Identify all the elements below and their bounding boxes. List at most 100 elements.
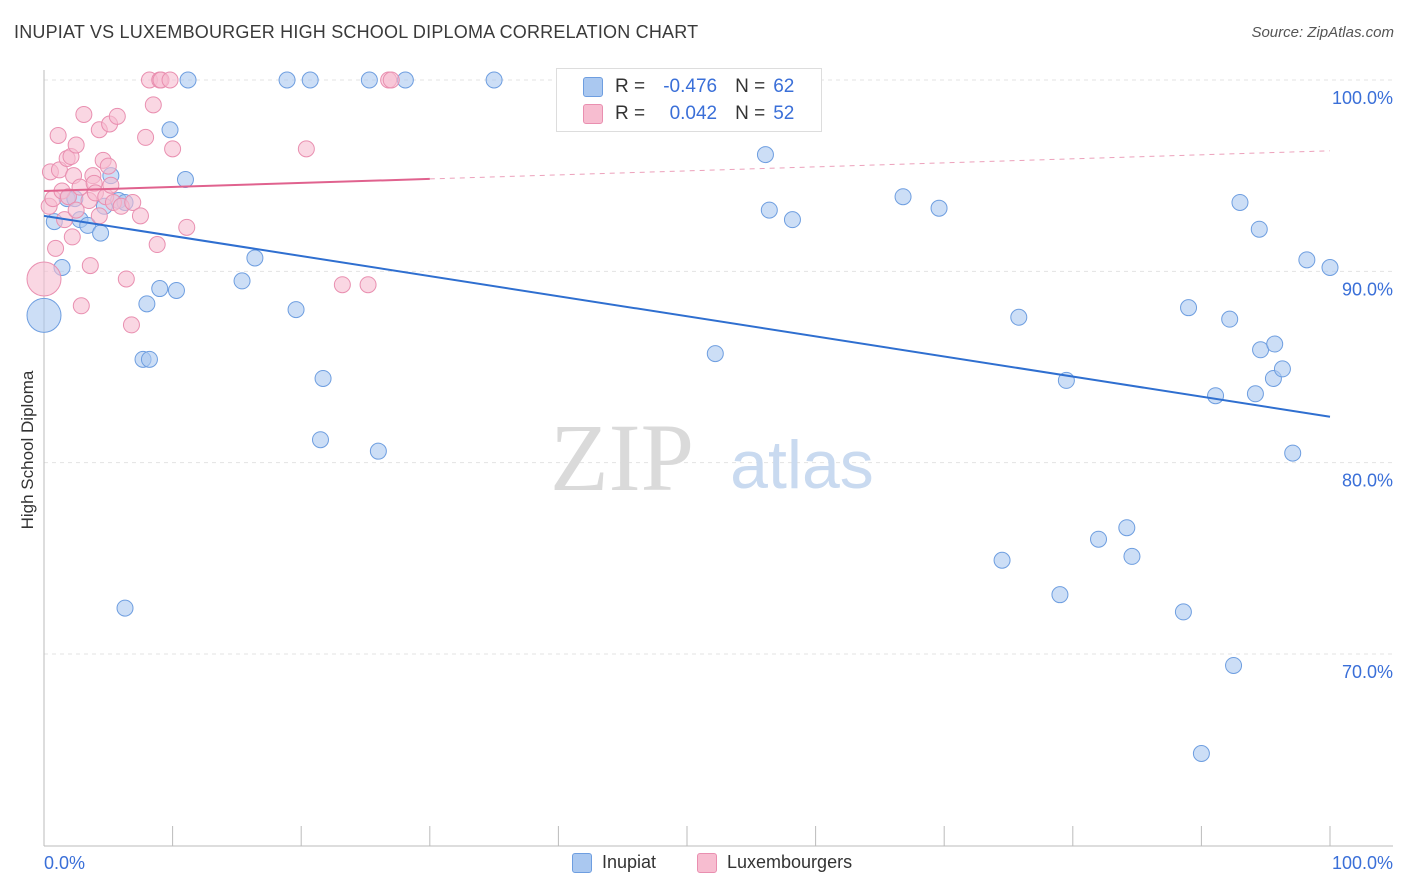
chart-title: INUPIAT VS LUXEMBOURGER HIGH SCHOOL DIPL… (14, 22, 699, 42)
y-tick-label-100: 100.0% (1332, 88, 1393, 108)
inupiat-r-label: R = (615, 76, 646, 97)
inupiat-point-7 (92, 224, 110, 242)
watermark-atlas: atlas (730, 427, 874, 503)
inupiat-point-41 (1051, 586, 1069, 604)
luxembourgers-point-15 (67, 136, 85, 154)
y-tick-labels: 70.0% 80.0% 90.0% 100.0% (1332, 88, 1393, 682)
y-tick-label-90: 90.0% (1342, 279, 1393, 299)
inupiat-point-20 (179, 71, 197, 89)
inupiat-point-36 (783, 211, 801, 229)
inupiat-point-58 (1284, 444, 1302, 462)
inupiat-swatch (583, 77, 603, 97)
lux-swatch (583, 104, 603, 124)
luxembourgers-point-25 (90, 207, 108, 225)
inupiat-point-39 (993, 551, 1011, 569)
luxembourgers-point-28 (99, 157, 117, 175)
inupiat-point-43 (1090, 530, 1108, 548)
bottom-legend-luxembourgers[interactable]: Luxembourgers (697, 852, 852, 873)
inupiat-point-0 (26, 297, 62, 333)
luxembourgers-point-50 (382, 71, 400, 89)
luxembourgers-trend-line-dashed (429, 150, 1331, 180)
inupiat-point-35 (760, 201, 778, 219)
lux-legend-swatch (697, 852, 717, 873)
inupiat-point-59 (1298, 251, 1316, 269)
x-tick-label-min: 0.0% (44, 853, 85, 873)
inupiat-point-54 (1252, 341, 1270, 359)
lux-r-value: 0.042 (669, 103, 718, 124)
inupiat-point-17 (161, 121, 179, 139)
y-tick-label-80: 80.0% (1342, 471, 1393, 491)
inupiat-point-38 (930, 199, 948, 217)
inupiat-point-26 (311, 431, 329, 449)
luxembourgers-point-48 (359, 276, 377, 294)
watermark: ZIP atlas (550, 404, 874, 511)
inupiat-point-28 (360, 71, 378, 89)
luxembourgers-point-44 (164, 140, 182, 158)
luxembourgers-point-14 (67, 201, 85, 219)
inupiat-point-45 (1123, 547, 1141, 565)
luxembourgers-point-51 (102, 176, 120, 194)
luxembourgers-point-35 (124, 193, 142, 211)
luxembourgers-point-37 (137, 128, 155, 146)
inupiat-point-27 (314, 369, 332, 387)
luxembourgers-point-46 (297, 140, 315, 158)
inupiat-point-51 (1225, 656, 1243, 674)
luxembourgers-point-31 (108, 107, 126, 125)
lux-legend-label: Luxembourgers (727, 852, 853, 872)
inupiat-point-61 (1250, 220, 1268, 238)
inupiat-point-40 (1010, 308, 1028, 326)
inupiat-point-19 (176, 170, 194, 188)
inupiat-point-18 (167, 281, 185, 299)
luxembourgers-point-12 (63, 228, 81, 246)
inupiat-point-33 (706, 345, 724, 363)
inupiat-point-15 (140, 350, 158, 368)
inupiat-n-label: N = (735, 76, 766, 97)
y-tick-label-70: 70.0% (1342, 662, 1393, 682)
legend-row-luxembourgers: R = 0.042 N = 52 (583, 102, 794, 126)
luxembourgers-point-4 (47, 239, 65, 257)
x-tick-labels: 0.0% 100.0% (44, 853, 1393, 873)
luxembourgers-point-39 (144, 96, 162, 114)
inupiat-point-23 (278, 71, 296, 89)
inupiat-point-34 (756, 146, 774, 164)
inupiat-point-21 (233, 272, 251, 290)
luxembourgers-point-43 (161, 71, 179, 89)
grid-lines (44, 79, 1393, 655)
luxembourgers-point-47 (333, 276, 351, 294)
axes (43, 70, 1393, 847)
luxembourgers-point-18 (75, 105, 93, 123)
inupiat-point-30 (396, 71, 414, 89)
inupiat-point-24 (287, 301, 305, 319)
luxembourgers-trend-line-solid (43, 177, 430, 192)
luxembourgers-point-5 (49, 126, 67, 144)
inupiat-point-47 (1180, 299, 1198, 317)
inupiat-point-37 (894, 188, 912, 206)
inupiat-point-25 (301, 71, 319, 89)
luxembourgers-point-33 (117, 270, 135, 288)
inupiat-point-53 (1246, 385, 1264, 403)
source-label: Source: ZipAtlas.com (1251, 24, 1394, 41)
inupiat-point-52 (1231, 193, 1249, 211)
luxembourgers-point-17 (72, 297, 90, 315)
inupiat-point-44 (1118, 519, 1136, 537)
lux-n-value: 52 (773, 103, 795, 124)
inupiat-legend-label: Inupiat (602, 852, 657, 872)
luxembourgers-point-0 (26, 261, 62, 297)
inupiat-legend-swatch (572, 852, 592, 873)
inupiat-point-29 (369, 442, 387, 460)
inupiat-point-49 (1207, 387, 1225, 405)
inupiat-point-22 (246, 249, 264, 267)
inupiat-point-48 (1192, 744, 1210, 762)
lux-n-label: N = (735, 103, 766, 124)
inupiat-point-12 (116, 599, 134, 617)
inupiat-point-50 (1221, 310, 1239, 328)
luxembourgers-point-34 (122, 316, 140, 334)
inupiat-point-31 (485, 71, 503, 89)
luxembourgers-point-45 (178, 218, 196, 236)
bottom-legend-inupiat[interactable]: Inupiat (572, 852, 656, 873)
inupiat-point-60 (1321, 259, 1339, 277)
inupiat-point-57 (1273, 360, 1291, 378)
inupiat-n-value: 62 (773, 76, 795, 97)
watermark-zip: ZIP (550, 404, 694, 511)
